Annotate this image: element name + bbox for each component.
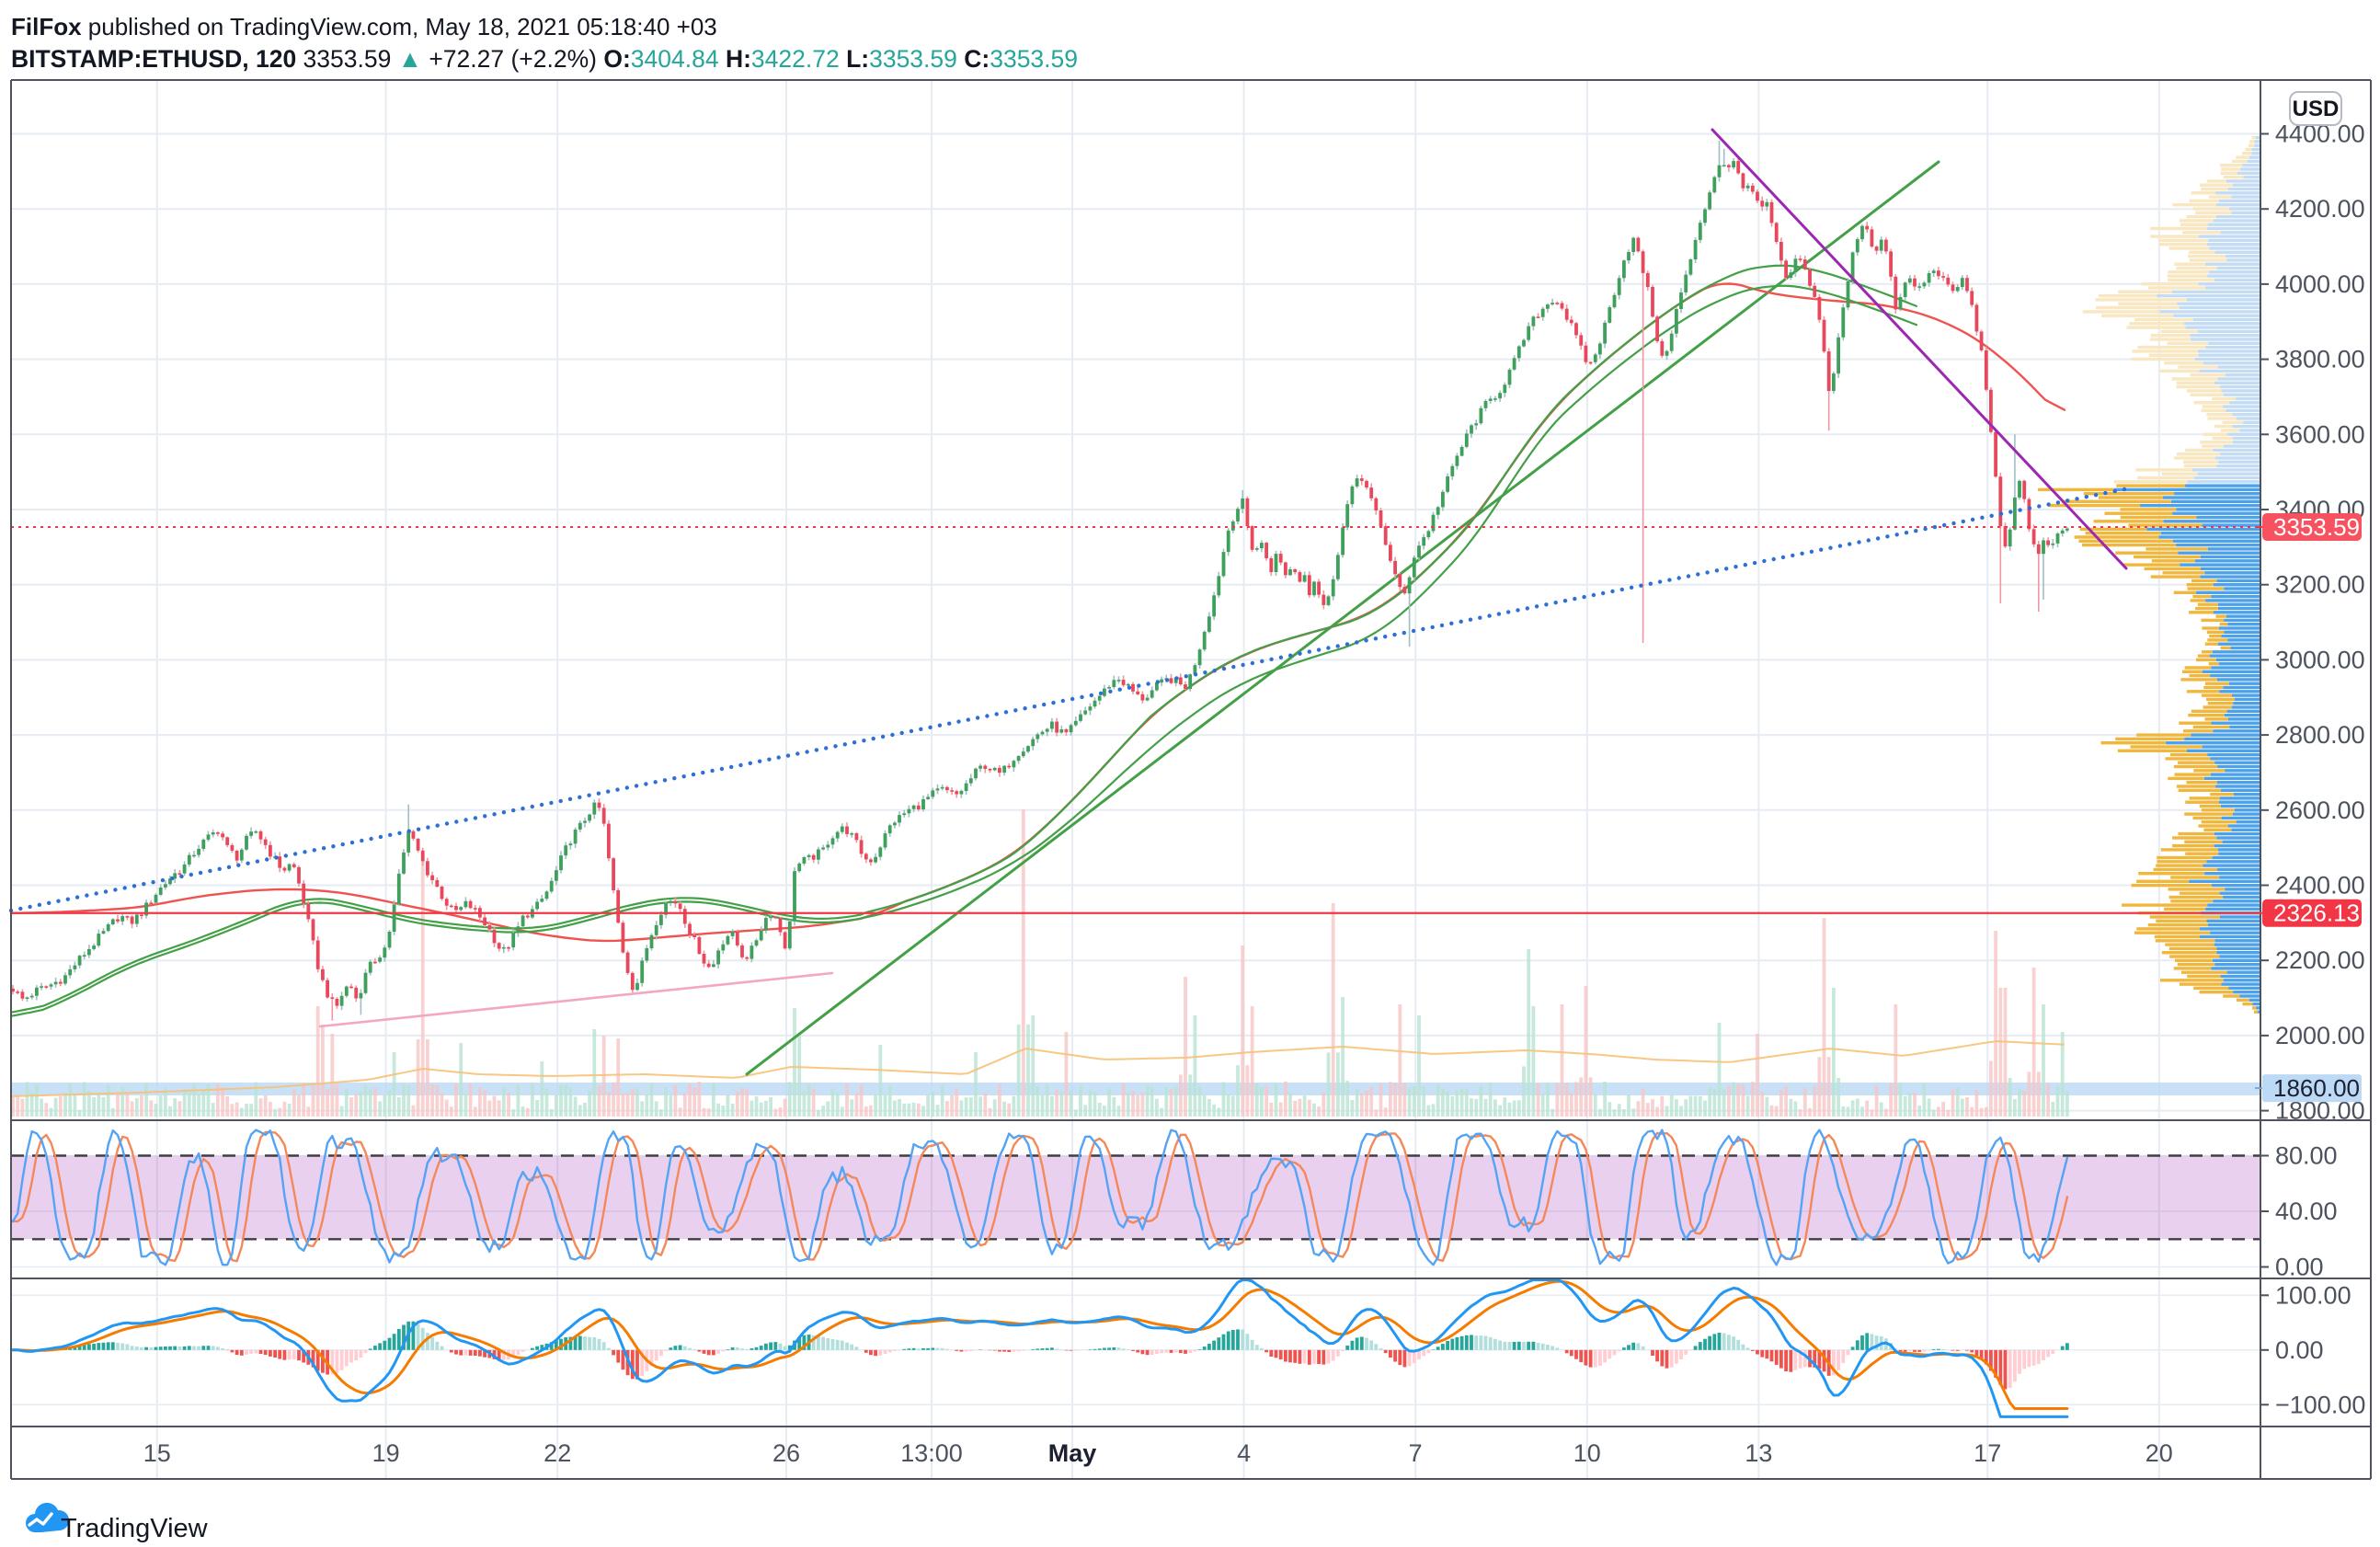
svg-text:3000.00: 3000.00 — [2275, 646, 2365, 673]
svg-text:USD: USD — [2293, 97, 2340, 121]
svg-text:1860.00: 1860.00 — [2273, 1074, 2360, 1102]
svg-text:26: 26 — [772, 1439, 800, 1467]
svg-text:2800.00: 2800.00 — [2275, 721, 2365, 749]
svg-text:May: May — [1048, 1439, 1097, 1467]
svg-text:20: 20 — [2145, 1439, 2173, 1467]
svg-text:FilFox published on TradingVie: FilFox published on TradingView.com, May… — [11, 13, 717, 40]
svg-text:2600.00: 2600.00 — [2275, 796, 2365, 824]
svg-text:40.00: 40.00 — [2275, 1197, 2338, 1225]
svg-text:4200.00: 4200.00 — [2275, 195, 2365, 223]
svg-text:2400.00: 2400.00 — [2275, 872, 2365, 900]
svg-text:13:00: 13:00 — [900, 1439, 963, 1467]
svg-text:80.00: 80.00 — [2275, 1142, 2338, 1170]
svg-text:19: 19 — [372, 1439, 400, 1467]
svg-text:4000.00: 4000.00 — [2275, 270, 2365, 298]
svg-text:3353.59: 3353.59 — [2273, 513, 2360, 541]
svg-text:BITSTAMP:ETHUSD, 120 3353.59 ▲: BITSTAMP:ETHUSD, 120 3353.59 ▲ +72.27 (+… — [11, 45, 1078, 73]
svg-text:3200.00: 3200.00 — [2275, 571, 2365, 599]
svg-text:TradingView: TradingView — [61, 1514, 209, 1543]
svg-text:17: 17 — [1974, 1439, 2001, 1467]
svg-text:3600.00: 3600.00 — [2275, 420, 2365, 448]
svg-text:13: 13 — [1745, 1439, 1772, 1467]
svg-text:7: 7 — [1409, 1439, 1423, 1467]
svg-text:3800.00: 3800.00 — [2275, 346, 2365, 373]
svg-text:−100.00: −100.00 — [2275, 1391, 2365, 1418]
svg-text:2326.13: 2326.13 — [2273, 900, 2360, 927]
svg-text:0.00: 0.00 — [2275, 1336, 2324, 1364]
svg-text:2200.00: 2200.00 — [2275, 946, 2365, 974]
svg-text:4: 4 — [1237, 1439, 1251, 1467]
svg-text:0.00: 0.00 — [2275, 1254, 2324, 1281]
svg-text:15: 15 — [143, 1439, 171, 1467]
svg-text:100.00: 100.00 — [2275, 1281, 2351, 1309]
svg-text:10: 10 — [1573, 1439, 1601, 1467]
svg-text:22: 22 — [544, 1439, 571, 1467]
svg-text:2000.00: 2000.00 — [2275, 1022, 2365, 1049]
